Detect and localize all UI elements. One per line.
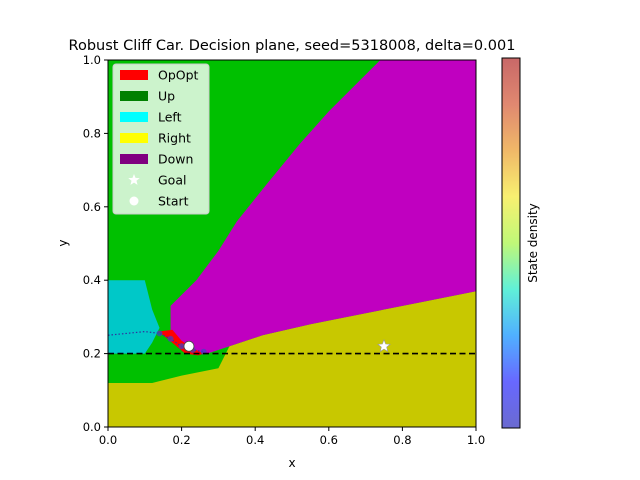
chart-title: Robust Cliff Car. Decision plane, seed=5… xyxy=(69,38,516,54)
density-blob xyxy=(167,335,174,342)
legend-box xyxy=(112,63,210,215)
plot-area xyxy=(108,60,476,427)
density-blob xyxy=(156,330,163,337)
down-legend-label: Down xyxy=(158,152,193,167)
left-legend-swatch xyxy=(120,112,148,122)
density-trail-path xyxy=(108,330,204,353)
y-tick-label: 0.4 xyxy=(83,273,101,287)
x-axis: 0.0 0.2 0.4 0.6 0.8 1.0 xyxy=(99,427,485,447)
start-legend-marker xyxy=(129,196,139,206)
legend: OpOpt Up Left Right Down Goal Start xyxy=(112,63,210,215)
down-legend-swatch xyxy=(120,154,148,164)
x-tick-label: 0.0 xyxy=(99,433,117,447)
density-blob xyxy=(178,343,185,350)
y-tick-label: 0.2 xyxy=(83,347,101,361)
plot-frame xyxy=(107,59,477,428)
x-axis-label: x xyxy=(288,456,295,470)
y-tick-label: 0.8 xyxy=(83,126,101,140)
goal-legend-label: Goal xyxy=(158,173,186,188)
colorbar: State density xyxy=(501,57,540,429)
colorbar-gradient xyxy=(501,57,521,429)
down-region xyxy=(170,60,476,354)
y-axis-label: y xyxy=(56,239,70,246)
start-marker xyxy=(183,340,195,352)
opopt-legend-label: OpOpt xyxy=(158,68,199,83)
markers-layer xyxy=(183,338,391,353)
right-region xyxy=(108,291,476,427)
start-legend-label: Start xyxy=(158,194,189,209)
y-tick-label: 0.0 xyxy=(83,420,101,434)
x-tick-label: 0.2 xyxy=(172,433,190,447)
left-legend-label: Left xyxy=(158,110,182,125)
opopt-legend-swatch xyxy=(120,70,148,80)
y-axis: 0.0 0.2 0.4 0.6 0.8 1.0 xyxy=(83,53,108,434)
x-tick-label: 1.0 xyxy=(467,433,485,447)
up-legend-swatch xyxy=(120,91,148,101)
up-legend-label: Up xyxy=(158,89,175,104)
x-tick-label: 0.4 xyxy=(246,433,264,447)
legend-entries: OpOpt Up Left Right Down Goal Start xyxy=(120,68,199,209)
x-tick-label: 0.8 xyxy=(393,433,411,447)
goal-marker xyxy=(377,338,391,353)
y-tick-label: 0.6 xyxy=(83,200,101,214)
right-legend-swatch xyxy=(120,133,148,143)
colorbar-label: State density xyxy=(526,203,540,283)
left-region xyxy=(108,280,160,354)
right-legend-label: Right xyxy=(158,131,191,146)
goal-legend-marker xyxy=(128,174,140,185)
x-tick-label: 0.6 xyxy=(320,433,338,447)
y-tick-label: 1.0 xyxy=(83,53,101,67)
regions-layer xyxy=(108,60,476,427)
